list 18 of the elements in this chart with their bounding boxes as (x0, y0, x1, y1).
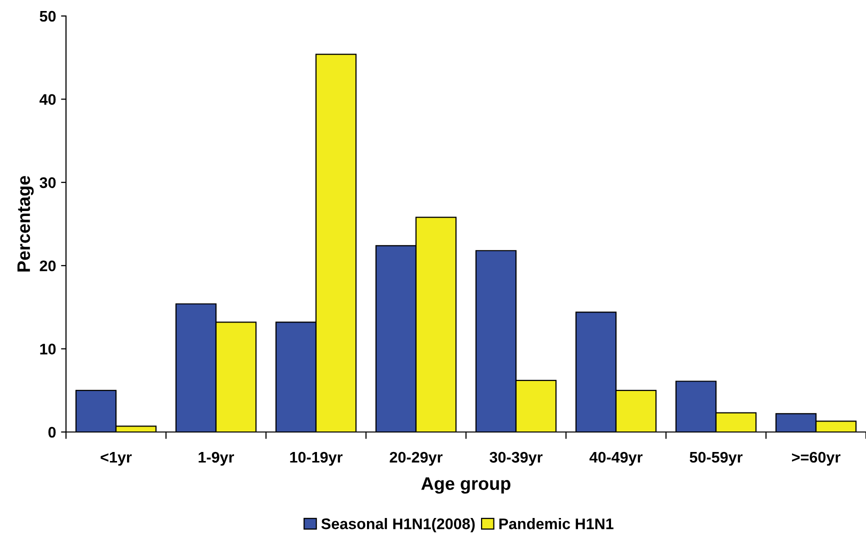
y-axis-title: Percentage (17, 176, 34, 272)
y-tick-label: 20 (40, 260, 56, 272)
x-tick-label: 40-49yr (589, 452, 643, 466)
y-tick-label: 50 (40, 10, 56, 22)
legend-label: Seasonal H1N1(2008) (321, 518, 475, 532)
legend-label: Pandemic H1N1 (499, 518, 614, 530)
x-tick-label: 20-29yr (390, 452, 443, 466)
x-tick-label: 30-39yr (490, 452, 543, 466)
y-tick-label: 0 (48, 426, 56, 438)
x-tick-label: <1yr (100, 452, 132, 466)
x-tick-label: 50-59yr (690, 452, 743, 466)
x-tick-label: 1-9yr (198, 452, 234, 466)
x-tick-label: 10-19yr (290, 452, 343, 466)
y-tick-label: 10 (40, 344, 56, 354)
y-tick-label: 40 (40, 94, 56, 105)
y-tick-label: 30 (40, 177, 56, 188)
x-tick-label: >=60yr (792, 452, 840, 466)
x-axis-title: Age group (421, 477, 510, 494)
